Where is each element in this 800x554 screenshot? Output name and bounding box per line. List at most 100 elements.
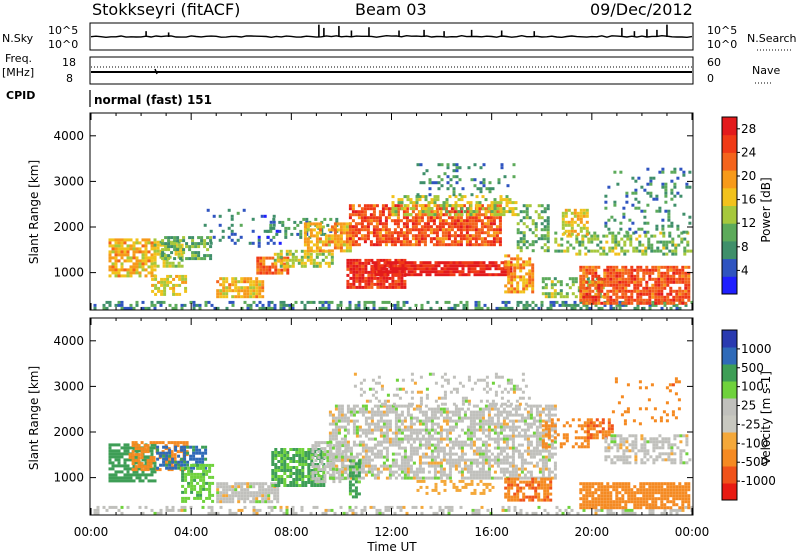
data-cell: [657, 298, 661, 302]
data-cell: [546, 234, 550, 238]
data-cell: [199, 490, 203, 494]
data-cell: [277, 268, 281, 272]
data-cell: [594, 286, 598, 290]
data-cell: [343, 416, 347, 420]
data-cell: [264, 500, 268, 504]
data-cell: [180, 258, 184, 262]
data-cell: [479, 264, 483, 268]
data-cell: [349, 476, 353, 480]
data-cell: [114, 303, 118, 307]
data-cell: [423, 234, 427, 238]
data-cell: [165, 463, 169, 467]
data-cell: [382, 413, 386, 417]
data-cell: [120, 274, 124, 278]
data-cell: [574, 295, 578, 299]
data-cell: [351, 231, 355, 235]
data-cell: [377, 261, 381, 265]
data-cell: [111, 250, 115, 254]
data-cell: [126, 268, 130, 272]
data-cell: [315, 237, 319, 241]
data-cell: [337, 458, 341, 462]
data-cell: [196, 472, 200, 476]
data-cell: [384, 204, 388, 208]
data-cell: [392, 267, 396, 271]
data-cell: [391, 431, 395, 435]
data-cell: [675, 265, 679, 269]
data-cell: [251, 217, 255, 221]
data-cell: [331, 422, 335, 426]
data-cell: [575, 252, 579, 256]
data-cell: [117, 470, 121, 474]
data-cell: [571, 292, 575, 296]
data-cell: [409, 437, 413, 441]
data-cell: [316, 472, 320, 475]
data-cell: [588, 286, 592, 290]
data-cell: [491, 273, 495, 277]
data-cell: [621, 301, 625, 305]
data-cell: [234, 295, 238, 299]
data-cell: [114, 479, 118, 483]
data-cell: [495, 204, 499, 208]
data-cell: [644, 249, 648, 253]
data-cell: [357, 222, 361, 226]
data-cell: [280, 457, 284, 460]
data-cell: [135, 461, 139, 465]
data-cell: [649, 194, 653, 198]
data-cell: [633, 306, 637, 310]
data-cell: [387, 231, 391, 235]
data-cell: [443, 273, 447, 277]
data-cell: [528, 284, 532, 288]
data-cell: [412, 422, 416, 426]
data-cell: [367, 437, 371, 441]
data-cell: [333, 222, 337, 226]
data-cell: [169, 286, 173, 290]
data-cell: [587, 249, 591, 253]
data-cell: [129, 271, 133, 275]
power-y-axis-label: Slant Range [km]: [27, 160, 41, 264]
data-cell: [435, 231, 439, 235]
data-cell: [403, 279, 407, 283]
data-cell: [510, 287, 514, 291]
data-cell: [378, 243, 382, 247]
data-cell: [659, 231, 663, 235]
data-cell: [140, 441, 144, 445]
data-cell: [391, 410, 395, 414]
data-cell: [594, 303, 598, 307]
data-cell: [632, 246, 636, 250]
data-cell: [182, 441, 186, 445]
data-cell: [301, 457, 305, 460]
data-cell: [579, 286, 583, 290]
data-cell: [369, 207, 373, 211]
data-cell: [280, 448, 284, 451]
data-cell: [117, 244, 121, 248]
data-cell: [433, 428, 437, 432]
data-cell: [194, 251, 198, 255]
data-cell: [208, 463, 212, 467]
data-cell: [465, 300, 469, 304]
data-cell: [228, 289, 232, 293]
data-cell: [132, 250, 136, 254]
data-cell: [192, 466, 196, 470]
data-cell: [546, 246, 550, 250]
data-cell: [630, 265, 634, 269]
data-cell: [335, 444, 339, 448]
data-cell: [246, 292, 250, 296]
data-cell: [437, 175, 441, 179]
data-cell: [651, 277, 655, 281]
data-cell: [243, 289, 247, 293]
data-cell: [655, 209, 659, 213]
data-cell: [435, 207, 439, 211]
data-cell: [475, 204, 479, 208]
data-cell: [663, 511, 667, 515]
data-cell: [594, 301, 598, 305]
data-cell: [486, 243, 490, 247]
data-cell: [420, 225, 424, 229]
data-cell: [433, 464, 437, 468]
data-cell: [585, 226, 589, 230]
data-cell: [120, 262, 124, 266]
data-cell: [203, 223, 207, 227]
data-cell: [337, 470, 341, 474]
data-cell: [193, 487, 197, 491]
data-cell: [573, 220, 577, 224]
data-cell: [281, 223, 285, 227]
